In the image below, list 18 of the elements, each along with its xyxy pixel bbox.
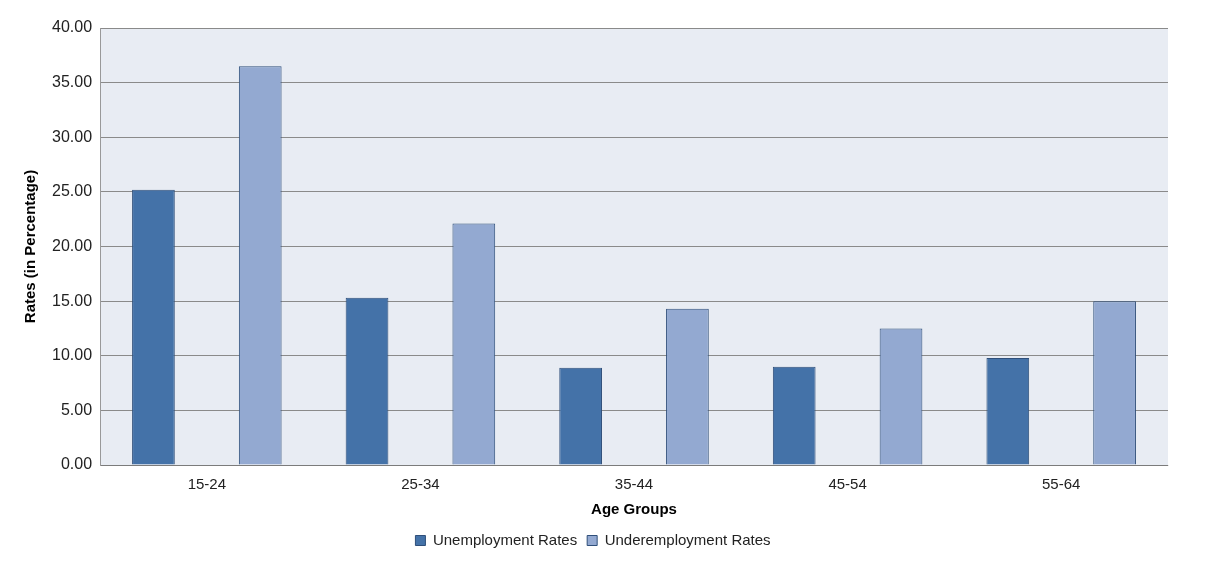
x-tick-label: 45-54 bbox=[828, 475, 867, 493]
x-tick-label: 25-34 bbox=[401, 475, 440, 493]
x-tick-label: 55-64 bbox=[1042, 475, 1081, 493]
x-axis-title: Age Groups bbox=[591, 500, 677, 518]
y-axis-title: Rates (in Percentage) bbox=[21, 169, 39, 324]
y-tick-label: 25.00 bbox=[51, 182, 93, 200]
y-tick-label: 40.00 bbox=[51, 18, 93, 36]
y-tick-label: 0.00 bbox=[60, 455, 93, 473]
y-tick-label: 35.00 bbox=[51, 73, 93, 91]
x-tick-label: 35-44 bbox=[614, 475, 654, 493]
legend-label: Unemployment Rates bbox=[432, 530, 578, 548]
x-tick-label: 15-24 bbox=[187, 475, 227, 493]
legend-label: Underemployment Rates bbox=[604, 530, 771, 548]
y-tick-label: 15.00 bbox=[51, 291, 93, 309]
y-tick-label: 20.00 bbox=[51, 236, 93, 254]
y-tick-label: 5.00 bbox=[60, 400, 93, 418]
y-tick-label: 30.00 bbox=[51, 127, 93, 145]
y-tick-label: 10.00 bbox=[51, 346, 93, 364]
